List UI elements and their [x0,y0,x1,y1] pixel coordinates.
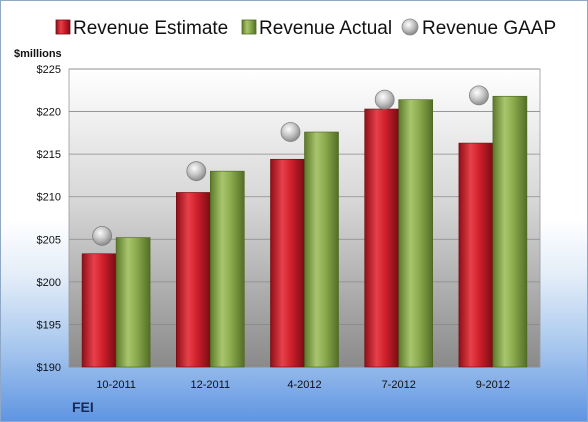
y-axis-ticks: $190 $195 $200 $205 $210 $215 $220 $225 [37,64,61,374]
bar-revenue-actual [210,170,245,368]
y-tick-label: $195 [37,319,61,331]
bar-revenue-actual [304,131,339,368]
legend-label-gaap: Revenue GAAP [422,18,556,39]
y-tick-label: $200 [37,277,61,289]
legend-swatch-gaap [401,18,419,36]
legend-item-actual: Revenue Actual [241,18,392,39]
legend-item-estimate: Revenue Estimate [55,18,228,39]
y-tick-label: $225 [37,64,61,76]
x-tick-label: 12-2011 [191,379,231,391]
y-tick-label: $220 [37,107,61,119]
x-tick-label: 4-2012 [287,379,321,391]
legend-label-estimate: Revenue Estimate [73,18,228,39]
bar-revenue-estimate [176,192,211,368]
gaap-points [92,85,489,246]
bar-revenue-estimate [270,158,305,368]
bar-revenue-actual [115,237,151,368]
bar-revenue-estimate [458,142,494,368]
point-revenue-gaap [92,225,112,246]
x-tick-label: 10-2011 [96,379,136,391]
legend-label-actual: Revenue Actual [259,18,392,39]
x-tick-label: 7-2012 [382,379,416,391]
bar-revenue-estimate [364,108,400,368]
y-tick-label: $190 [37,362,61,374]
company-label: FEI [72,399,94,415]
y-tick-label: $215 [37,149,61,161]
legend: Revenue Estimate Revenue Actual Revenue … [55,18,556,39]
y-tick-label: $210 [37,192,61,204]
legend-item-gaap: Revenue GAAP [401,18,556,39]
y-axis-unit-label: $millions [14,48,62,60]
x-tick-label: 9-2012 [476,379,510,391]
point-revenue-gaap [468,85,489,106]
bar-revenue-actual [492,95,528,368]
point-revenue-gaap [186,161,207,182]
point-revenue-gaap [280,122,301,142]
x-axis-ticks: 10-2011 12-2011 4-2012 7-2012 9-2012 [96,379,510,391]
legend-swatch-estimate [55,19,71,35]
bar-revenue-estimate [81,253,117,368]
y-tick-label: $205 [37,234,61,246]
point-revenue-gaap [374,89,395,110]
legend-swatch-actual [241,19,257,35]
bars [81,95,528,368]
bar-revenue-actual [398,99,434,368]
